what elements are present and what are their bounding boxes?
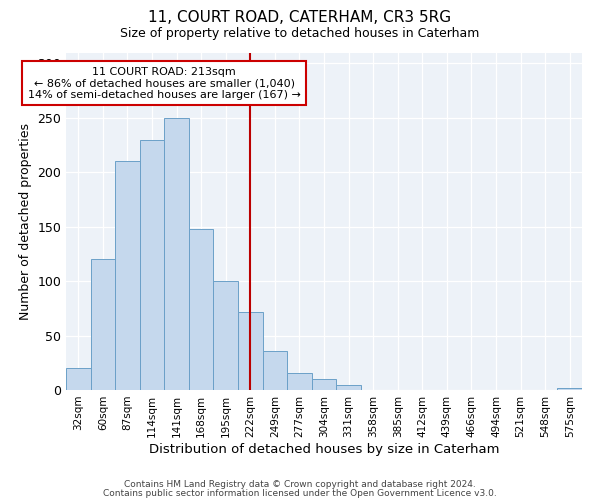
Text: Contains public sector information licensed under the Open Government Licence v3: Contains public sector information licen…	[103, 488, 497, 498]
Bar	[189, 229, 214, 390]
Bar	[238, 312, 263, 390]
X-axis label: Distribution of detached houses by size in Caterham: Distribution of detached houses by size …	[149, 442, 499, 456]
Bar	[287, 372, 312, 390]
Bar	[214, 281, 238, 390]
Bar	[140, 140, 164, 390]
Bar	[164, 118, 189, 390]
Bar	[557, 388, 582, 390]
Bar	[91, 260, 115, 390]
Bar	[336, 384, 361, 390]
Text: 11 COURT ROAD: 213sqm
← 86% of detached houses are smaller (1,040)
14% of semi-d: 11 COURT ROAD: 213sqm ← 86% of detached …	[28, 66, 301, 100]
Text: Contains HM Land Registry data © Crown copyright and database right 2024.: Contains HM Land Registry data © Crown c…	[124, 480, 476, 489]
Text: 11, COURT ROAD, CATERHAM, CR3 5RG: 11, COURT ROAD, CATERHAM, CR3 5RG	[148, 10, 452, 25]
Bar	[312, 379, 336, 390]
Text: Size of property relative to detached houses in Caterham: Size of property relative to detached ho…	[121, 28, 479, 40]
Bar	[115, 162, 140, 390]
Bar	[66, 368, 91, 390]
Y-axis label: Number of detached properties: Number of detached properties	[19, 122, 32, 320]
Bar	[263, 351, 287, 390]
